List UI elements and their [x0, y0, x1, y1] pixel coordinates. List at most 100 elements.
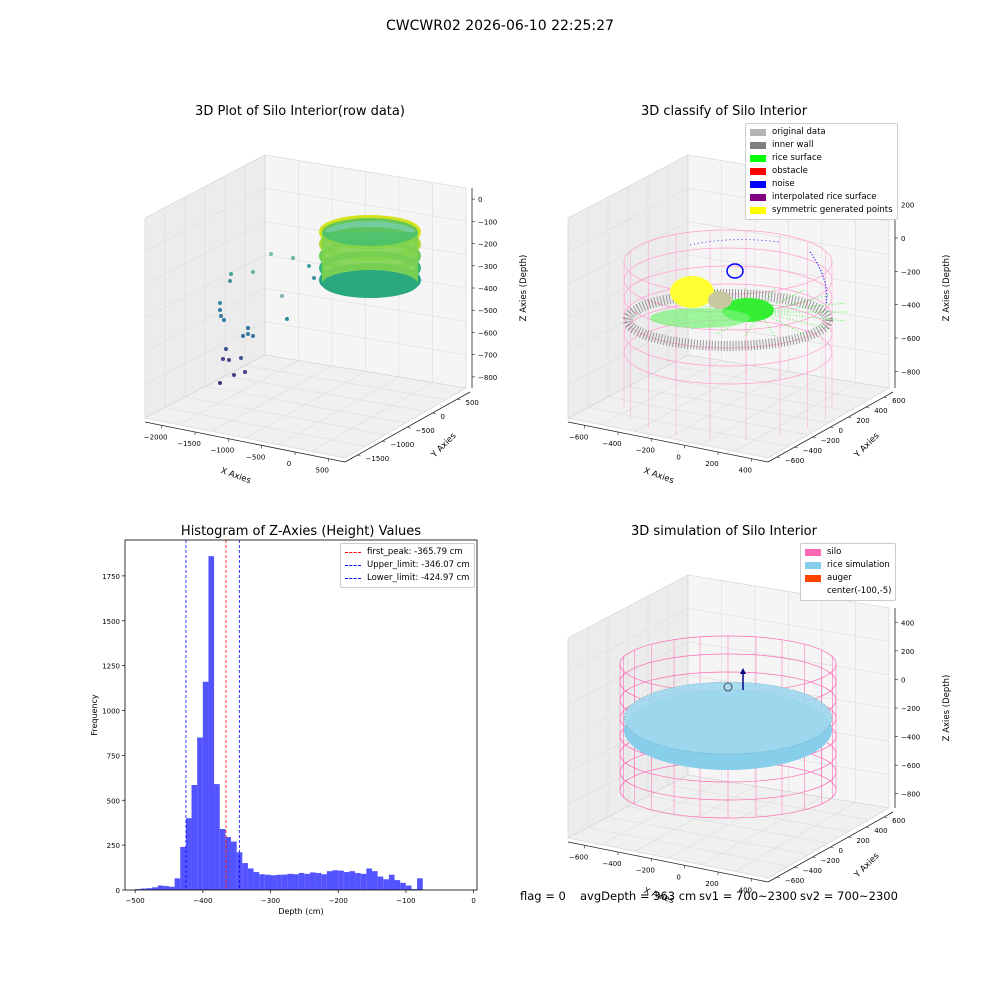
x-axis-line: [144, 421, 346, 463]
z-tick-label: −500: [478, 307, 497, 315]
grid-line: [687, 254, 890, 289]
original-data-cluster: [708, 291, 732, 309]
legend-label: center(-100,-5): [827, 586, 892, 596]
grid-line: [601, 360, 722, 425]
z-tick-label: −400: [901, 734, 920, 742]
histogram-bar: [253, 872, 260, 890]
inner-wall-points: [623, 289, 833, 351]
x-tick-label: −2000: [144, 433, 168, 441]
legend-label: obstacle: [772, 166, 808, 176]
y-tick: [407, 426, 411, 429]
histogram-bar: [152, 887, 158, 890]
y-tick-label: 0: [839, 427, 843, 435]
grid-line: [567, 254, 689, 319]
histogram-bar: [315, 872, 322, 890]
histogram-bar: [388, 874, 395, 890]
simulation-plot-title: 3D simulation of Silo Interior: [631, 524, 817, 539]
legend-swatch: [805, 562, 821, 569]
rice-surface-ray: [759, 302, 845, 313]
histogram-bar: [163, 886, 169, 890]
histogram-bar: [417, 878, 423, 890]
silo-ring: [623, 229, 833, 295]
z-tick-label: −200: [901, 268, 920, 276]
outlier-point: [219, 314, 223, 318]
y-tick-label: −200: [821, 437, 840, 445]
legend-label: Upper_limit: -346.07 cm: [367, 560, 470, 570]
legend-line: [345, 552, 361, 553]
histogram-bar: [208, 556, 215, 890]
legend-item: center(-100,-5): [805, 585, 891, 598]
histogram-bar: [293, 874, 299, 890]
grid-line: [144, 254, 266, 319]
scan-wall: [322, 232, 418, 284]
y-tick-label: −200: [821, 857, 840, 865]
silo-ring: [623, 319, 833, 385]
noise-trace: [809, 251, 828, 306]
z-tick-label: −100: [478, 218, 497, 226]
rice-surface-ray: [759, 311, 845, 322]
grid-line: [264, 188, 467, 222]
x-tick-label: −1500: [177, 440, 201, 448]
z-tick-label: 200: [901, 648, 914, 656]
legend-label: noise: [772, 179, 795, 189]
silo-ring: [619, 671, 837, 729]
outlier-point: [228, 279, 232, 283]
grid-line: [667, 365, 869, 400]
outlier-point: [307, 264, 311, 268]
x-tick-label: 500: [316, 467, 329, 475]
grid-line: [687, 321, 890, 355]
grid-line: [687, 641, 890, 675]
x-tick-label: −500: [246, 453, 265, 461]
y-tick: [866, 826, 870, 829]
x-tick-label: −600: [569, 853, 588, 861]
histogram-bar: [355, 872, 361, 890]
x-tick-label: −200: [636, 867, 655, 875]
rice-surface-ray: [759, 311, 776, 338]
rice-surface-ray: [675, 311, 761, 322]
x-tick-label: 0: [287, 460, 291, 468]
grid-line: [647, 375, 849, 412]
y-tick-label: 500: [107, 797, 120, 805]
histogram-bar: [146, 888, 153, 890]
grid-line: [607, 396, 809, 435]
y-tick-label: 250: [107, 842, 120, 850]
grid-line: [667, 791, 789, 859]
x-axis-label: X Axies: [219, 466, 252, 486]
x-tick-label: −600: [569, 433, 588, 441]
z-tick-label: −600: [478, 329, 497, 337]
histogram-bar: [394, 880, 401, 890]
y-axis-label: Y Axies: [852, 431, 882, 461]
histogram-bar: [247, 868, 254, 890]
histogram-bar: [219, 828, 226, 890]
grid-line: [627, 386, 829, 424]
histogram-bar: [242, 863, 248, 890]
y-tick-label: 600: [892, 817, 905, 825]
grid-line: [144, 288, 266, 352]
scan-band: [319, 215, 421, 249]
x-axis-label: Depth (cm): [278, 907, 323, 916]
grid-line: [587, 407, 789, 447]
silo-ring: [619, 653, 837, 711]
center-marker: [723, 682, 733, 692]
histogram-bar: [400, 882, 406, 890]
z-tick-label: −200: [901, 705, 920, 713]
x-tick-label: −1000: [210, 447, 234, 455]
legend-label: rice simulation: [827, 560, 890, 570]
grid-line: [278, 376, 400, 445]
noise-cluster: [726, 263, 744, 279]
x-tick-label: 0: [676, 453, 680, 461]
y-tick-label: 1750: [102, 573, 120, 581]
z-tick-label: −400: [478, 285, 497, 293]
silo-ring: [619, 707, 837, 765]
floor-pane: [144, 354, 467, 459]
legend-item: noise: [750, 178, 893, 191]
grid-line: [567, 708, 689, 772]
x-tick-label: −500: [126, 897, 145, 905]
y-axis-label: Y Axies: [852, 851, 882, 881]
legend-item: rice simulation: [805, 559, 891, 572]
y-tick: [883, 816, 888, 819]
x-tick-label: −400: [193, 897, 212, 905]
rice-surface-ray: [744, 311, 761, 338]
y-tick-label: −400: [803, 867, 822, 875]
status-sv2: sv2 = 700~2300: [800, 889, 898, 903]
